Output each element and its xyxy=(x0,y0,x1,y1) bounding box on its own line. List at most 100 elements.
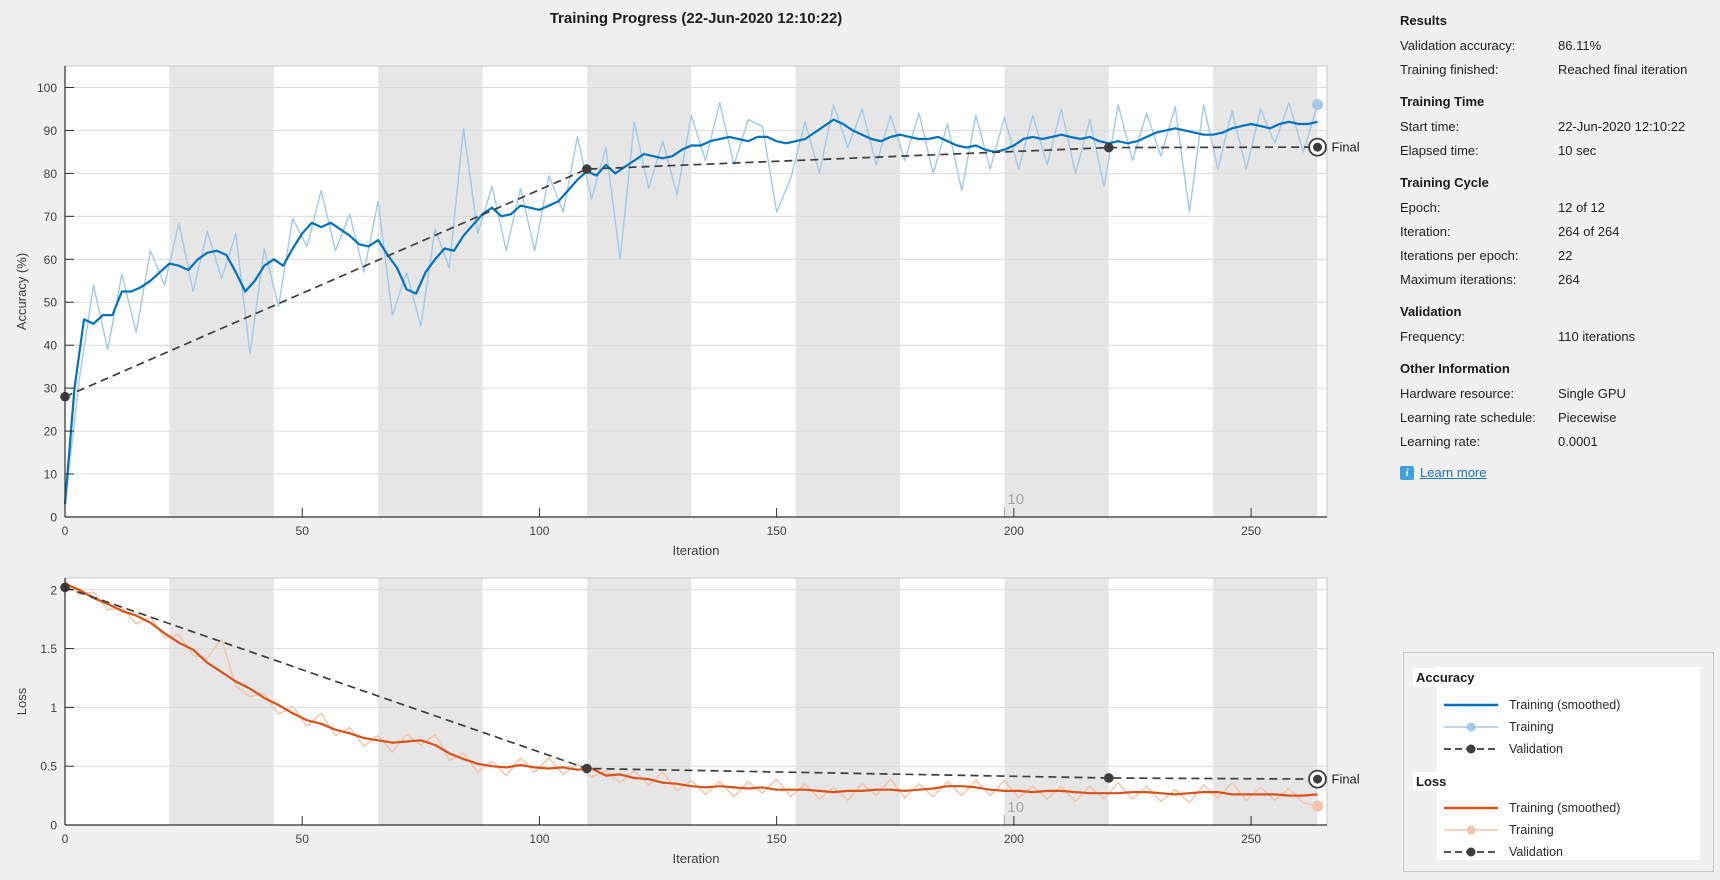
x-tick-label: 250 xyxy=(1241,524,1261,538)
legend-entry-accuracy-smoothed: Training (smoothed) xyxy=(1442,697,1620,712)
info-row-maximum-iterations: Maximum iterations: 264 xyxy=(1400,272,1580,287)
epoch-band xyxy=(378,578,483,825)
legend-entry-loss-training: Training xyxy=(1442,822,1554,837)
y-tick-label: 20 xyxy=(44,425,58,439)
x-tick-label: 50 xyxy=(296,832,310,846)
panel-section-header: Training Cycle xyxy=(1400,175,1489,190)
y-tick-label: 0 xyxy=(50,819,57,833)
info-row-learning-rate-schedule: Learning rate schedule: Piecewise xyxy=(1400,410,1617,425)
x-axis-label: Iteration xyxy=(673,851,720,866)
info-row-validation-accuracy: Validation accuracy: 86.11% xyxy=(1400,38,1602,53)
legend-box: Accuracy Training (smoothed) Training Va… xyxy=(1403,652,1714,872)
line-sample-icon xyxy=(1444,703,1498,706)
y-tick-label: 60 xyxy=(44,253,58,267)
x-tick-label: 0 xyxy=(62,832,69,846)
line-marker-sample-icon xyxy=(1444,722,1498,731)
y-tick-label: 40 xyxy=(44,339,58,353)
line-marker-sample-icon xyxy=(1444,825,1498,834)
x-tick-label: 100 xyxy=(529,832,549,846)
learn-more-label: Learn more xyxy=(1420,465,1487,480)
info-row-training-finished: Training finished: Reached final iterati… xyxy=(1400,62,1688,77)
x-tick-label: 200 xyxy=(1004,832,1024,846)
panel-section-other-information: Other Information Hardware resource: Sin… xyxy=(1400,361,1715,449)
panel-section-header: Validation xyxy=(1400,304,1462,319)
x-tick-label: 0 xyxy=(62,524,69,538)
y-tick-label: 0 xyxy=(50,511,57,525)
panel-section-header: Training Time xyxy=(1400,94,1485,109)
panel-section-validation: Validation Frequency: 110 iterations xyxy=(1400,304,1715,344)
y-tick-label: 50 xyxy=(44,296,58,310)
info-icon: i xyxy=(1400,465,1414,480)
epoch-band xyxy=(1213,578,1318,825)
y-tick-label: 0.5 xyxy=(40,760,57,774)
x-tick-label: 150 xyxy=(767,524,787,538)
x-tick-label: 150 xyxy=(767,832,787,846)
dashed-line-marker-sample-icon xyxy=(1444,847,1498,856)
accuracy-training-line xyxy=(64,101,1319,505)
final-marker xyxy=(1313,774,1323,784)
info-row-learning-rate: Learning rate: 0.0001 xyxy=(1400,434,1598,449)
legend-accuracy-header: Accuracy xyxy=(1413,668,1485,687)
legend-entry-loss-validation: Validation xyxy=(1442,844,1563,859)
epoch-number-label: 10 xyxy=(1007,491,1024,508)
epoch-band xyxy=(378,66,483,517)
learn-more-link[interactable]: i Learn more xyxy=(1400,465,1715,480)
epoch-band xyxy=(169,66,274,517)
validation-marker xyxy=(582,164,592,174)
y-axis-label: Loss xyxy=(14,687,29,715)
panel-section-training-time: Training Time Start time: 22-Jun-2020 12… xyxy=(1400,94,1715,158)
final-label: Final xyxy=(1332,140,1360,155)
y-tick-label: 1 xyxy=(50,701,57,715)
y-tick-label: 10 xyxy=(44,468,58,482)
info-row-epoch: Epoch: 12 of 12 xyxy=(1400,200,1605,215)
epoch-band xyxy=(1004,578,1109,825)
info-row-iteration: Iteration: 264 of 264 xyxy=(1400,224,1620,239)
final-label: Final xyxy=(1332,772,1360,787)
x-tick-label: 200 xyxy=(1004,524,1024,538)
y-axis-label: Accuracy (%) xyxy=(14,253,29,330)
legend-entry-loss-smoothed: Training (smoothed) xyxy=(1442,800,1620,815)
loss-training-end-marker xyxy=(1312,800,1324,812)
info-row-start-time: Start time: 22-Jun-2020 12:10:22 xyxy=(1400,119,1686,134)
loss-training-smoothed-line xyxy=(64,582,1318,797)
info-row-hardware-resource: Hardware resource: Single GPU xyxy=(1400,386,1626,401)
accuracy-training-end-marker xyxy=(1312,99,1324,111)
figure-title: Training Progress (22-Jun-2020 12:10:22) xyxy=(549,10,843,27)
x-tick-label: 250 xyxy=(1241,832,1261,846)
results-panel: Results Validation accuracy: 86.11% Trai… xyxy=(1400,13,1715,480)
validation-marker xyxy=(582,763,592,774)
panel-section-header: Results xyxy=(1400,13,1447,28)
panel-section-header: Other Information xyxy=(1400,361,1510,376)
final-marker xyxy=(1313,142,1323,152)
y-tick-label: 30 xyxy=(44,382,58,396)
y-tick-label: 100 xyxy=(37,81,57,95)
info-row-elapsed-time: Elapsed time: 10 sec xyxy=(1400,143,1597,158)
epoch-band xyxy=(586,66,692,517)
validation-marker xyxy=(1103,142,1114,153)
y-tick-label: 1.5 xyxy=(40,642,57,656)
y-tick-label: 2 xyxy=(50,583,57,597)
info-row-iterations-per-epoch: Iterations per epoch: 22 xyxy=(1400,248,1573,263)
epoch-number-label: 10 xyxy=(1007,799,1024,816)
legend-loss-header: Loss xyxy=(1413,772,1457,791)
y-tick-label: 70 xyxy=(44,210,58,224)
legend-entry-accuracy-training: Training xyxy=(1442,719,1554,734)
epoch-band xyxy=(1213,66,1318,517)
panel-section-results: Results Validation accuracy: 86.11% Trai… xyxy=(1400,13,1715,77)
validation-marker xyxy=(1103,773,1114,783)
loss-validation-line xyxy=(64,586,1318,780)
y-tick-label: 80 xyxy=(44,167,58,181)
x-axis-label: Iteration xyxy=(673,543,720,558)
x-tick-label: 50 xyxy=(296,524,310,538)
panel-section-training-cycle: Training Cycle Epoch: 12 of 12 Iteration… xyxy=(1400,175,1715,287)
accuracy-chart: 10 Final 0 50 100 150 200 250 0 10 20 30 40 50 60 70 80 9… xyxy=(14,65,1360,558)
legend-inner-panel xyxy=(1437,667,1700,860)
dashed-line-marker-sample-icon xyxy=(1444,744,1498,753)
epoch-band xyxy=(169,578,274,825)
line-sample-icon xyxy=(1444,806,1498,809)
y-tick-label: 90 xyxy=(44,124,58,138)
legend-entry-accuracy-validation: Validation xyxy=(1442,741,1563,756)
info-row-frequency: Frequency: 110 iterations xyxy=(1400,329,1636,344)
x-tick-label: 100 xyxy=(529,524,549,538)
